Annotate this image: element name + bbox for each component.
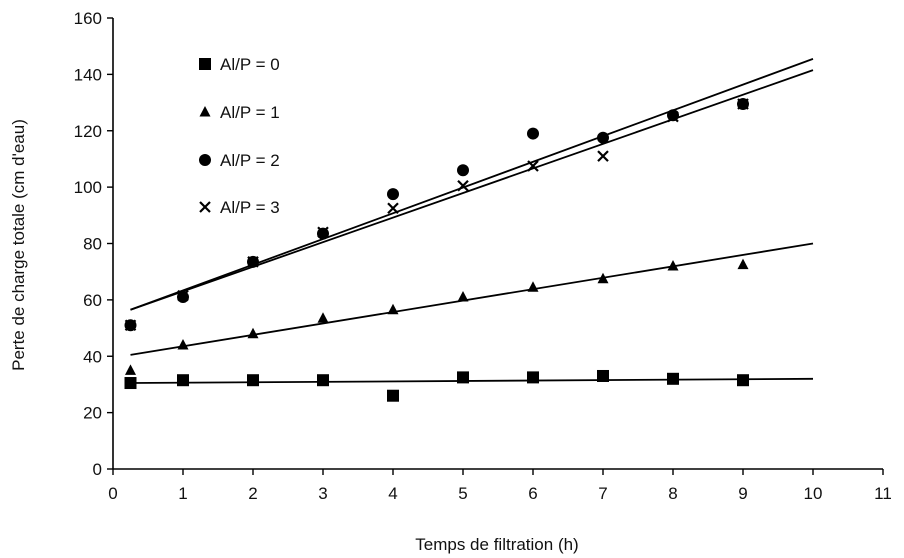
data-point-series-0 bbox=[457, 371, 469, 384]
x-tick-label: 9 bbox=[738, 484, 747, 503]
data-point-series-3 bbox=[177, 289, 189, 302]
data-point-series-1 bbox=[737, 258, 749, 270]
data-point-series-1 bbox=[667, 260, 679, 271]
y-tick-label: 0 bbox=[93, 460, 102, 479]
data-point-series-1 bbox=[125, 364, 136, 375]
legend-label: Al/P = 2 bbox=[220, 151, 280, 170]
data-point-series-0 bbox=[124, 377, 137, 390]
y-tick-label: 40 bbox=[83, 347, 102, 366]
data-point-series-3 bbox=[667, 110, 679, 123]
legend-label: Al/P = 3 bbox=[220, 198, 280, 217]
cross-stroke bbox=[124, 319, 137, 332]
y-tick-label: 60 bbox=[83, 291, 102, 310]
x-tick-label: 11 bbox=[874, 484, 892, 503]
cross-stroke bbox=[737, 98, 749, 110]
data-point-series-1 bbox=[597, 272, 609, 284]
data-point-series-0 bbox=[737, 374, 749, 387]
trendline-series-3 bbox=[130, 69, 814, 311]
y-tick-label: 120 bbox=[74, 122, 102, 141]
data-point-series-1 bbox=[247, 327, 259, 339]
trendline-series-2 bbox=[130, 58, 814, 311]
trendline-series-1 bbox=[130, 242, 814, 356]
x-tick-label: 7 bbox=[598, 484, 607, 503]
legend-marker-3 bbox=[199, 201, 211, 213]
data-point-series-1 bbox=[387, 303, 399, 315]
data-point-series-1 bbox=[317, 312, 329, 323]
data-point-series-0 bbox=[527, 371, 539, 384]
data-point-series-3 bbox=[457, 179, 469, 192]
x-tick-label: 2 bbox=[248, 484, 257, 503]
y-tick-label: 160 bbox=[74, 9, 102, 28]
legend-label: Al/P = 1 bbox=[220, 103, 280, 122]
legend-marker-1 bbox=[199, 106, 211, 117]
data-point-series-0 bbox=[667, 372, 679, 385]
legend-marker-2 bbox=[199, 154, 211, 166]
data-point-series-2 bbox=[597, 131, 609, 144]
y-tick-label: 20 bbox=[83, 404, 102, 423]
legend: Al/P = 0 Al/P = 1 Al/P = 2 Al/P = 3 bbox=[199, 55, 280, 217]
y-tick-label: 140 bbox=[74, 65, 102, 84]
data-point-series-2 bbox=[387, 188, 399, 201]
y-tick-label: 80 bbox=[83, 235, 102, 254]
cross-stroke bbox=[597, 150, 609, 162]
data-point-series-3 bbox=[597, 150, 609, 162]
cross-stroke bbox=[177, 289, 189, 302]
data-point-series-1 bbox=[177, 338, 189, 350]
data-point-series-0 bbox=[247, 374, 259, 387]
cross-stroke bbox=[247, 256, 259, 268]
data-point-series-0 bbox=[317, 374, 329, 387]
cross-stroke bbox=[457, 179, 469, 192]
x-tick-label: 10 bbox=[804, 484, 823, 503]
cross-stroke bbox=[387, 202, 399, 215]
x-ticks: 0 1 2 3 4 5 6 7 8 9 10 11 bbox=[108, 469, 892, 503]
y-tick-label: 100 bbox=[74, 178, 102, 197]
data-points bbox=[124, 97, 749, 402]
x-tick-label: 0 bbox=[108, 484, 117, 503]
x-tick-label: 4 bbox=[388, 484, 397, 503]
trendline-series-0 bbox=[130, 377, 814, 384]
x-tick-label: 6 bbox=[528, 484, 537, 503]
y-ticks: 0 20 40 60 80 100 120 140 160 bbox=[74, 9, 113, 479]
legend-label: Al/P = 0 bbox=[220, 55, 280, 74]
cross-stroke bbox=[317, 226, 329, 239]
x-tick-label: 3 bbox=[318, 484, 327, 503]
data-point-series-3 bbox=[317, 226, 329, 239]
data-point-series-1 bbox=[527, 281, 539, 292]
data-point-series-1 bbox=[457, 291, 469, 302]
data-point-series-3 bbox=[527, 160, 539, 172]
cross-stroke bbox=[199, 201, 211, 213]
data-point-series-0 bbox=[597, 369, 609, 382]
y-axis-title: Perte de charge totale (cm d'eau) bbox=[9, 119, 28, 371]
x-axis-title: Temps de filtration (h) bbox=[415, 535, 578, 554]
x-tick-label: 1 bbox=[178, 484, 187, 503]
data-point-series-3 bbox=[247, 256, 259, 268]
legend-marker-0 bbox=[199, 58, 211, 70]
data-point-series-2 bbox=[527, 127, 539, 140]
data-point-series-3 bbox=[387, 202, 399, 215]
cross-stroke bbox=[667, 110, 679, 123]
data-point-series-2 bbox=[457, 164, 469, 177]
data-point-series-0 bbox=[387, 389, 399, 402]
x-tick-label: 5 bbox=[458, 484, 467, 503]
trendlines bbox=[130, 58, 814, 384]
data-point-series-3 bbox=[737, 98, 749, 110]
x-tick-label: 8 bbox=[668, 484, 677, 503]
data-point-series-3 bbox=[124, 319, 137, 332]
cross-stroke bbox=[527, 160, 539, 172]
data-point-series-0 bbox=[177, 374, 189, 387]
